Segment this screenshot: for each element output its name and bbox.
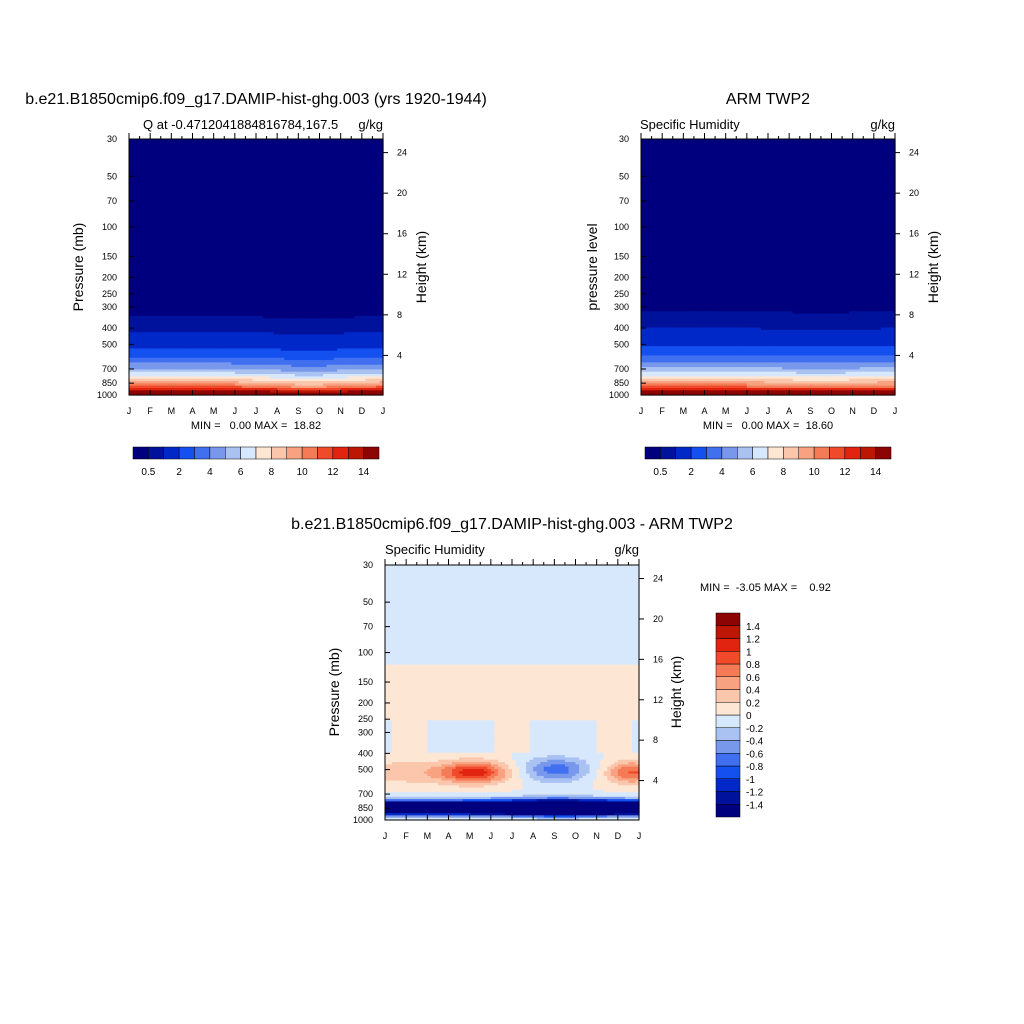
panel-model-left-string: Q at -0.4712041884816784,167.5 [143,117,338,132]
panel-model-right-string: g/kg [358,117,383,132]
panel-model-title: b.e21.B1850cmip6.f09_g17.DAMIP-hist-ghg.… [25,91,487,108]
panel-model-plot: J F M A M J J A S O N D J305070100150200250300400500… [97,133,407,416]
panel-model: b.e21.B1850cmip6.f09_g17.DAMIP-hist-ghg.… [25,91,487,478]
